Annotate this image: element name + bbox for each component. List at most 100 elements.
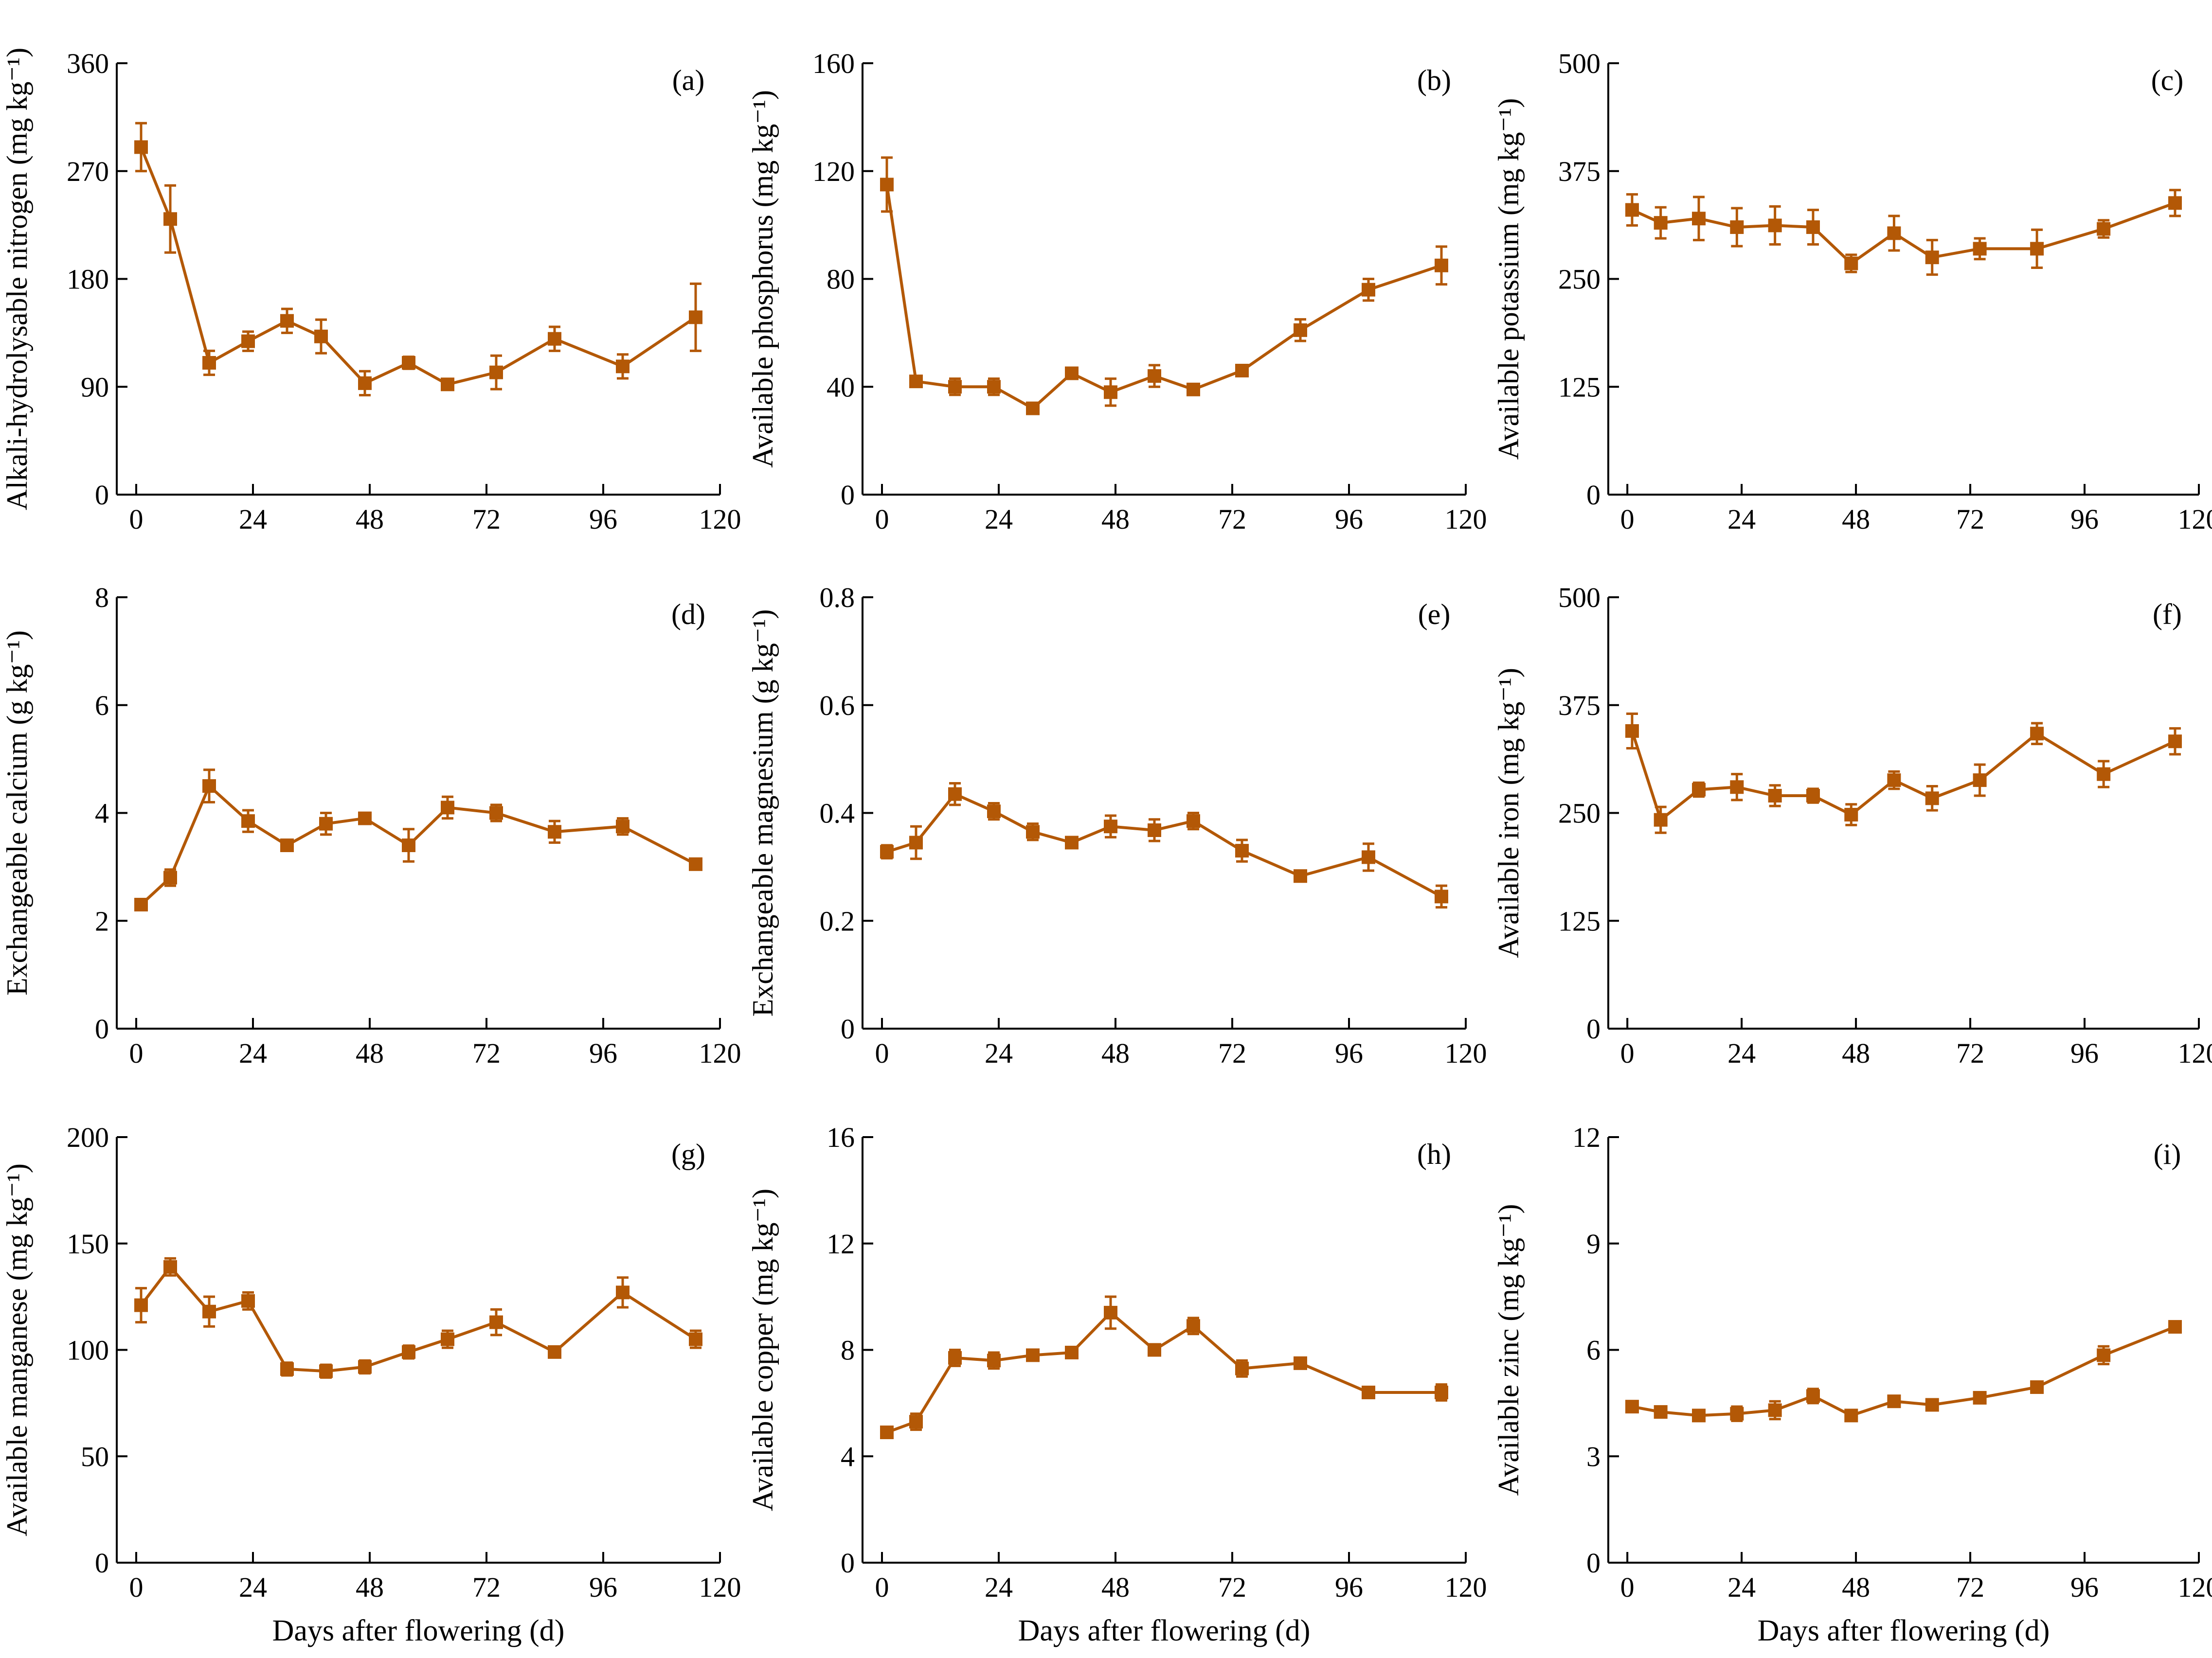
- x-axis-label: Days after flowering (d): [272, 1614, 565, 1647]
- data-point: [909, 836, 923, 850]
- data-point: [1730, 780, 1744, 794]
- data-point: [948, 1351, 962, 1365]
- data-point: [489, 1315, 503, 1329]
- data-point: [1625, 203, 1639, 217]
- data-point: [163, 1260, 177, 1274]
- y-tick-label: 3: [1586, 1441, 1601, 1472]
- y-tick-label: 16: [827, 1122, 855, 1153]
- y-tick-label: 0: [1586, 479, 1601, 511]
- data-point: [441, 377, 454, 392]
- data-point: [2097, 767, 2111, 781]
- data-point: [202, 1304, 216, 1319]
- data-point: [1844, 256, 1858, 270]
- data-point: [402, 356, 415, 370]
- x-tick-label: 72: [1218, 1571, 1246, 1603]
- y-tick-label: 4: [841, 1441, 855, 1472]
- x-tick-label: 96: [1335, 1571, 1363, 1603]
- y-tick-label: 50: [81, 1441, 109, 1472]
- y-tick-label: 200: [67, 1122, 109, 1153]
- data-point: [1148, 369, 1161, 383]
- y-tick-label: 125: [1558, 905, 1601, 937]
- x-tick-label: 24: [985, 1037, 1013, 1069]
- data-point: [134, 1298, 148, 1312]
- y-tick-label: 0: [841, 1547, 855, 1579]
- data-point: [909, 1415, 923, 1429]
- data-point: [402, 838, 415, 853]
- y-tick-label: 0.4: [820, 798, 855, 829]
- data-point: [1925, 250, 1939, 265]
- data-point: [489, 365, 503, 379]
- x-tick-label: 120: [1445, 1037, 1487, 1069]
- y-tick-label: 0: [841, 479, 855, 511]
- x-tick-label: 120: [2178, 503, 2212, 535]
- x-tick-label: 0: [129, 1037, 144, 1069]
- data-point: [548, 825, 561, 839]
- x-tick-label: 96: [2070, 1571, 2099, 1603]
- data-point: [1692, 1408, 1706, 1423]
- x-tick-label: 72: [1956, 1037, 1984, 1069]
- data-point: [1887, 773, 1901, 787]
- data-point: [948, 787, 962, 801]
- x-tick-label: 24: [239, 1571, 267, 1603]
- x-tick-label: 48: [1842, 503, 1870, 535]
- y-tick-label: 500: [1558, 582, 1601, 613]
- data-point: [1768, 789, 1782, 803]
- y-axis-label: Available phosphorus (mg kg⁻¹): [747, 90, 779, 468]
- x-tick-label: 0: [1620, 1571, 1635, 1603]
- series-line: [140, 784, 697, 906]
- data-point: [880, 845, 894, 859]
- y-tick-label: 180: [67, 264, 109, 295]
- series-line: [886, 792, 1442, 898]
- data-point: [1294, 869, 1307, 883]
- data-point: [319, 1364, 333, 1378]
- data-point: [241, 1294, 255, 1308]
- y-axis-label: Alkali-hydrolysable nitrogen (mg kg⁻¹): [1, 48, 33, 510]
- data-point: [1065, 1345, 1079, 1359]
- data-point: [1973, 242, 1987, 256]
- data-point: [987, 804, 1001, 819]
- x-tick-label: 0: [875, 503, 889, 535]
- data-point: [1187, 1319, 1200, 1333]
- x-tick-label: 48: [356, 503, 384, 535]
- panel-label: (i): [2154, 1138, 2181, 1170]
- data-point: [616, 359, 629, 374]
- x-tick-label: 24: [239, 503, 267, 535]
- data-point: [616, 1285, 629, 1300]
- y-axis-label: Available copper (mg kg⁻¹): [747, 1189, 779, 1511]
- x-tick-label: 96: [2070, 503, 2099, 535]
- data-point: [689, 1332, 702, 1346]
- panel-label: (b): [1417, 64, 1451, 96]
- x-tick-label: 96: [2070, 1037, 2099, 1069]
- series-line: [885, 184, 1442, 410]
- data-point: [2097, 1348, 2111, 1362]
- data-point: [2097, 222, 2111, 236]
- y-tick-label: 0: [95, 1013, 109, 1045]
- data-point: [1654, 216, 1668, 230]
- data-point: [987, 1354, 1001, 1368]
- data-point: [1435, 1386, 1448, 1399]
- data-point: [2030, 242, 2044, 256]
- y-tick-label: 12: [827, 1228, 855, 1260]
- data-point: [1294, 323, 1307, 337]
- data-point: [689, 857, 702, 871]
- data-point: [1435, 258, 1448, 272]
- data-point: [1148, 823, 1161, 837]
- x-tick-label: 96: [1335, 503, 1363, 535]
- x-tick-label: 120: [699, 503, 741, 535]
- data-point: [2168, 196, 2182, 210]
- x-tick-label: 0: [1620, 503, 1635, 535]
- data-point: [689, 310, 702, 324]
- data-point: [880, 178, 894, 192]
- x-tick-label: 96: [589, 1571, 617, 1603]
- y-axis-label: Available potassium (mg kg⁻¹): [1493, 98, 1525, 460]
- y-tick-label: 150: [67, 1228, 109, 1260]
- data-point: [1692, 783, 1706, 797]
- data-point: [1844, 1408, 1858, 1423]
- x-tick-label: 72: [1218, 503, 1246, 535]
- x-tick-label: 120: [1445, 503, 1487, 535]
- data-point: [1104, 820, 1117, 834]
- y-tick-label: 375: [1558, 690, 1601, 721]
- panel-a: 0 90 180 270 360 0 24 48 72 96 120 (a) Alkali-hydrol…: [1, 48, 741, 535]
- y-tick-label: 0.6: [820, 690, 855, 721]
- x-tick-label: 96: [589, 1037, 617, 1069]
